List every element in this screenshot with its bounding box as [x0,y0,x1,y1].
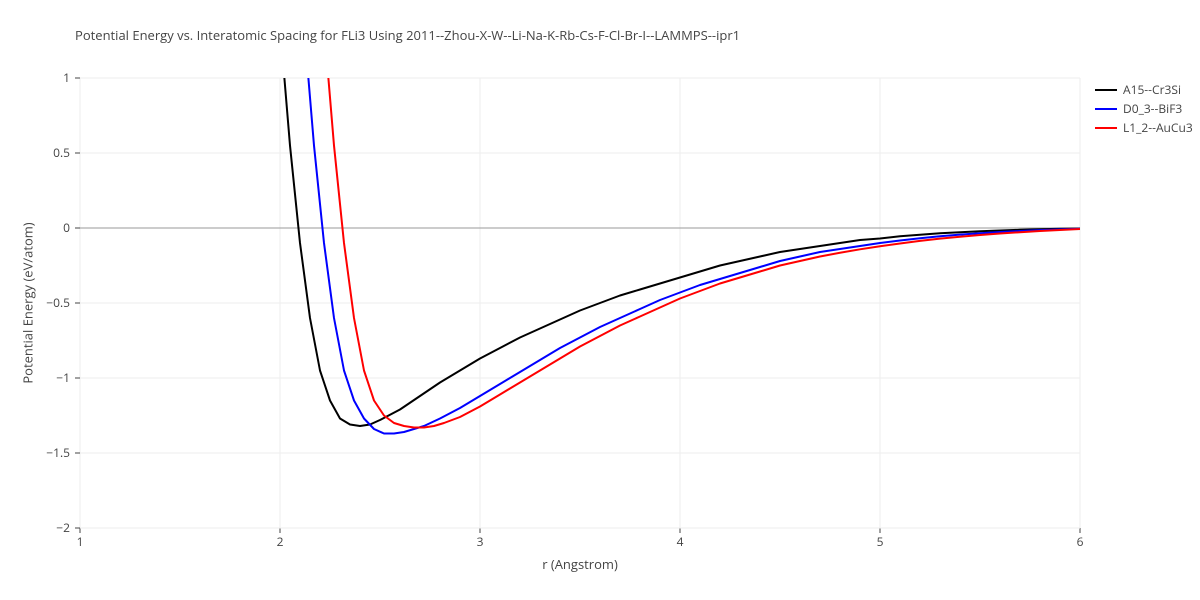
svg-text:−1: −1 [56,369,70,386]
chart-container: Potential Energy vs. Interatomic Spacing… [0,0,1200,600]
svg-text:−1.5: −1.5 [46,444,70,461]
svg-text:6: 6 [1077,533,1084,550]
x-axis-label: r (Angstrom) [80,555,1080,573]
plot-area[interactable]: 123456−2−1.5−1−0.500.51 [80,78,1080,528]
legend-item-d03[interactable]: D0_3--BiF3 [1095,99,1193,118]
legend-label: D0_3--BiF3 [1123,100,1182,117]
legend-label: A15--Cr3Si [1123,81,1181,98]
legend-swatch [1095,108,1117,110]
y-axis-label: Potential Energy (eV/atom) [18,78,38,528]
svg-text:−0.5: −0.5 [46,294,70,311]
svg-text:5: 5 [877,533,884,550]
svg-text:3: 3 [477,533,484,550]
legend-swatch [1095,127,1117,129]
chart-title: Potential Energy vs. Interatomic Spacing… [75,26,740,44]
svg-text:−2: −2 [56,519,70,536]
legend-item-l12[interactable]: L1_2--AuCu3 [1095,118,1193,137]
y-axis-label-text: Potential Energy (eV/atom) [19,222,37,383]
svg-text:2: 2 [277,533,284,550]
svg-text:1: 1 [63,69,70,86]
svg-text:4: 4 [677,533,684,550]
svg-text:0: 0 [63,219,70,236]
legend: A15--Cr3Si D0_3--BiF3 L1_2--AuCu3 [1095,80,1193,137]
legend-swatch [1095,89,1117,91]
plot-svg: 123456−2−1.5−1−0.500.51 [80,78,1080,528]
svg-text:1: 1 [77,533,84,550]
legend-label: L1_2--AuCu3 [1123,119,1193,136]
legend-item-a15[interactable]: A15--Cr3Si [1095,80,1193,99]
svg-text:0.5: 0.5 [53,144,70,161]
